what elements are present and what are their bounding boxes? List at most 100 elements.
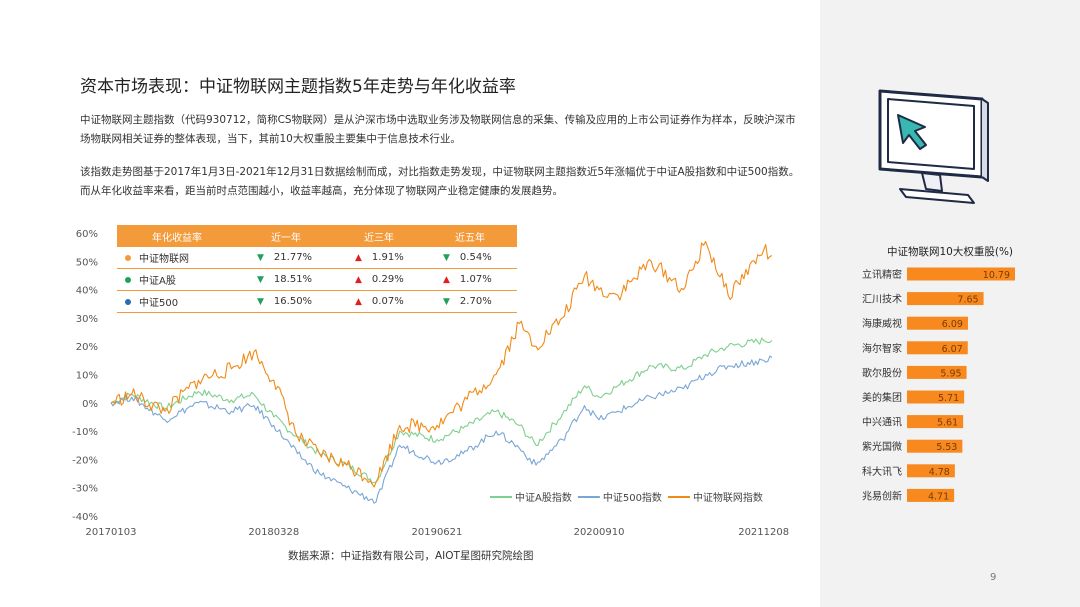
series-dot-icon (125, 299, 131, 305)
bar-category-label: 中兴通讯 (862, 416, 902, 429)
data-source: 数据来源：中证指数有限公司，AIOT星图研究院绘图 (288, 550, 534, 562)
legend-label: 中证A股指数 (515, 491, 572, 504)
returns-header-1: 近一年 (237, 225, 335, 247)
returns-value: 16.50% (273, 296, 313, 307)
y-tick-label: -40% (72, 512, 98, 523)
returns-header-0: 年化收益率 (117, 225, 237, 247)
returns-row: 中证物联网 ▼ 21.77% ▲ 1.91% ▼ 0.54% (117, 247, 517, 269)
bar (907, 488, 955, 502)
bar-value-label: 6.07 (942, 344, 963, 355)
up-triangle-icon: ▲ (355, 297, 362, 307)
bar-category-label: 美的集团 (862, 391, 902, 404)
down-triangle-icon: ▼ (257, 275, 264, 285)
bar-category-label: 海康威视 (862, 317, 902, 330)
y-tick-label: 30% (76, 314, 98, 325)
bar-value-label: 6.09 (942, 319, 963, 330)
intro-paragraph-2: 该指数走势图基于2017年1月3日-2021年12月31日数据绘制而成，对比指数… (80, 166, 800, 197)
series-dot-icon (125, 255, 131, 261)
y-tick-label: 50% (76, 257, 98, 268)
down-triangle-icon: ▼ (257, 253, 264, 263)
returns-cell: ▼ 0.54% (423, 247, 517, 269)
y-tick-label: 60% (76, 229, 98, 240)
bar-category-label: 紫光国微 (862, 440, 902, 453)
returns-cell: ▼ 2.70% (423, 290, 517, 313)
series-line (110, 355, 773, 504)
bar (907, 267, 1015, 281)
bar-value-label: 4.71 (928, 491, 949, 502)
returns-cell: ▲ 1.07% (423, 268, 517, 291)
returns-row-name: 中证A股 (117, 268, 237, 291)
returns-row-label: 中证物联网 (139, 254, 189, 265)
returns-row-name: 中证500 (117, 290, 237, 313)
x-tick-label: 20200910 (574, 527, 625, 538)
returns-table: 年化收益率 近一年 近三年 近五年 中证物联网 ▼ 21.77% ▲ 1.91% ▼ 0.5… (117, 225, 517, 313)
bar-value-label: 5.95 (940, 368, 961, 379)
bar-category-label: 海尔智家 (862, 342, 902, 355)
returns-header-3: 近五年 (423, 225, 517, 247)
y-tick-label: 0% (82, 399, 98, 410)
bar (907, 415, 964, 429)
down-triangle-icon: ▼ (443, 297, 450, 307)
series-line (110, 337, 773, 484)
x-tick-label: 20180328 (248, 527, 299, 538)
returns-value: 1.91% (371, 252, 404, 263)
bar-value-label: 4.78 (929, 467, 950, 478)
returns-cell: ▲ 0.29% (335, 268, 423, 291)
series-dot-icon (125, 277, 131, 283)
y-tick-label: 10% (76, 371, 98, 382)
bar (907, 439, 963, 453)
bar-category-label: 歌尔股份 (862, 366, 902, 379)
returns-value: 18.51% (273, 274, 313, 285)
returns-row-name: 中证物联网 (117, 247, 237, 269)
returns-value: 2.70% (459, 296, 492, 307)
up-triangle-icon: ▲ (355, 275, 362, 285)
y-tick-label: -30% (72, 484, 98, 495)
y-tick-label: -10% (72, 427, 98, 438)
bar (907, 341, 968, 355)
down-triangle-icon: ▼ (443, 253, 450, 263)
page-title: 资本市场表现：中证物联网主题指数5年走势与年化收益率 (80, 77, 516, 97)
returns-row: 中证A股 ▼ 18.51% ▲ 0.29% ▲ 1.07% (117, 268, 517, 291)
returns-cell: ▼ 21.77% (237, 247, 335, 269)
page-number: 9 (990, 572, 997, 583)
returns-cell: ▼ 18.51% (237, 268, 335, 291)
legend-label: 中证500指数 (603, 491, 662, 504)
monitor-cursor-icon (878, 89, 989, 204)
bar (907, 292, 984, 306)
bar-value-label: 7.65 (957, 295, 978, 306)
bar-category-label: 汇川技术 (862, 293, 902, 306)
returns-value: 1.07% (459, 274, 492, 285)
returns-cell: ▲ 0.07% (335, 290, 423, 313)
bar (907, 464, 955, 478)
bar-chart-title: 中证物联网10大权重股(%) (886, 246, 1014, 258)
returns-value: 21.77% (273, 252, 313, 263)
x-tick-label: 20170103 (86, 527, 137, 538)
returns-row: 中证500 ▼ 16.50% ▲ 0.07% ▼ 2.70% (117, 290, 517, 313)
legend-label: 中证物联网指数 (693, 491, 763, 504)
bar-category-label: 科大讯飞 (862, 465, 902, 478)
bar-value-label: 5.71 (938, 393, 959, 404)
returns-row-label: 中证500 (139, 298, 179, 309)
bar-category-label: 兆易创新 (862, 489, 902, 502)
returns-cell: ▼ 16.50% (237, 290, 335, 313)
bar (907, 390, 965, 404)
x-tick-label: 20190621 (412, 527, 463, 538)
bar-category-label: 立讯精密 (862, 268, 902, 281)
returns-header-2: 近三年 (335, 225, 423, 247)
up-triangle-icon: ▲ (355, 253, 362, 263)
y-tick-label: -20% (72, 455, 98, 466)
series-line (110, 240, 773, 488)
bar-value-label: 10.79 (983, 270, 1010, 281)
y-tick-label: 20% (76, 342, 98, 353)
bar-value-label: 5.61 (937, 418, 958, 429)
bar-value-label: 5.53 (936, 442, 957, 453)
returns-row-label: 中证A股 (139, 276, 176, 287)
returns-value: 0.29% (371, 274, 404, 285)
returns-cell: ▲ 1.91% (335, 247, 423, 269)
intro-paragraph-1: 中证物联网主题指数（代码930712，简称CS物联网）是从沪深市场中选取业务涉及… (80, 114, 796, 145)
bar (907, 365, 967, 379)
x-tick-label: 20211208 (738, 527, 789, 538)
returns-value: 0.54% (459, 252, 492, 263)
y-tick-label: 40% (76, 286, 98, 297)
